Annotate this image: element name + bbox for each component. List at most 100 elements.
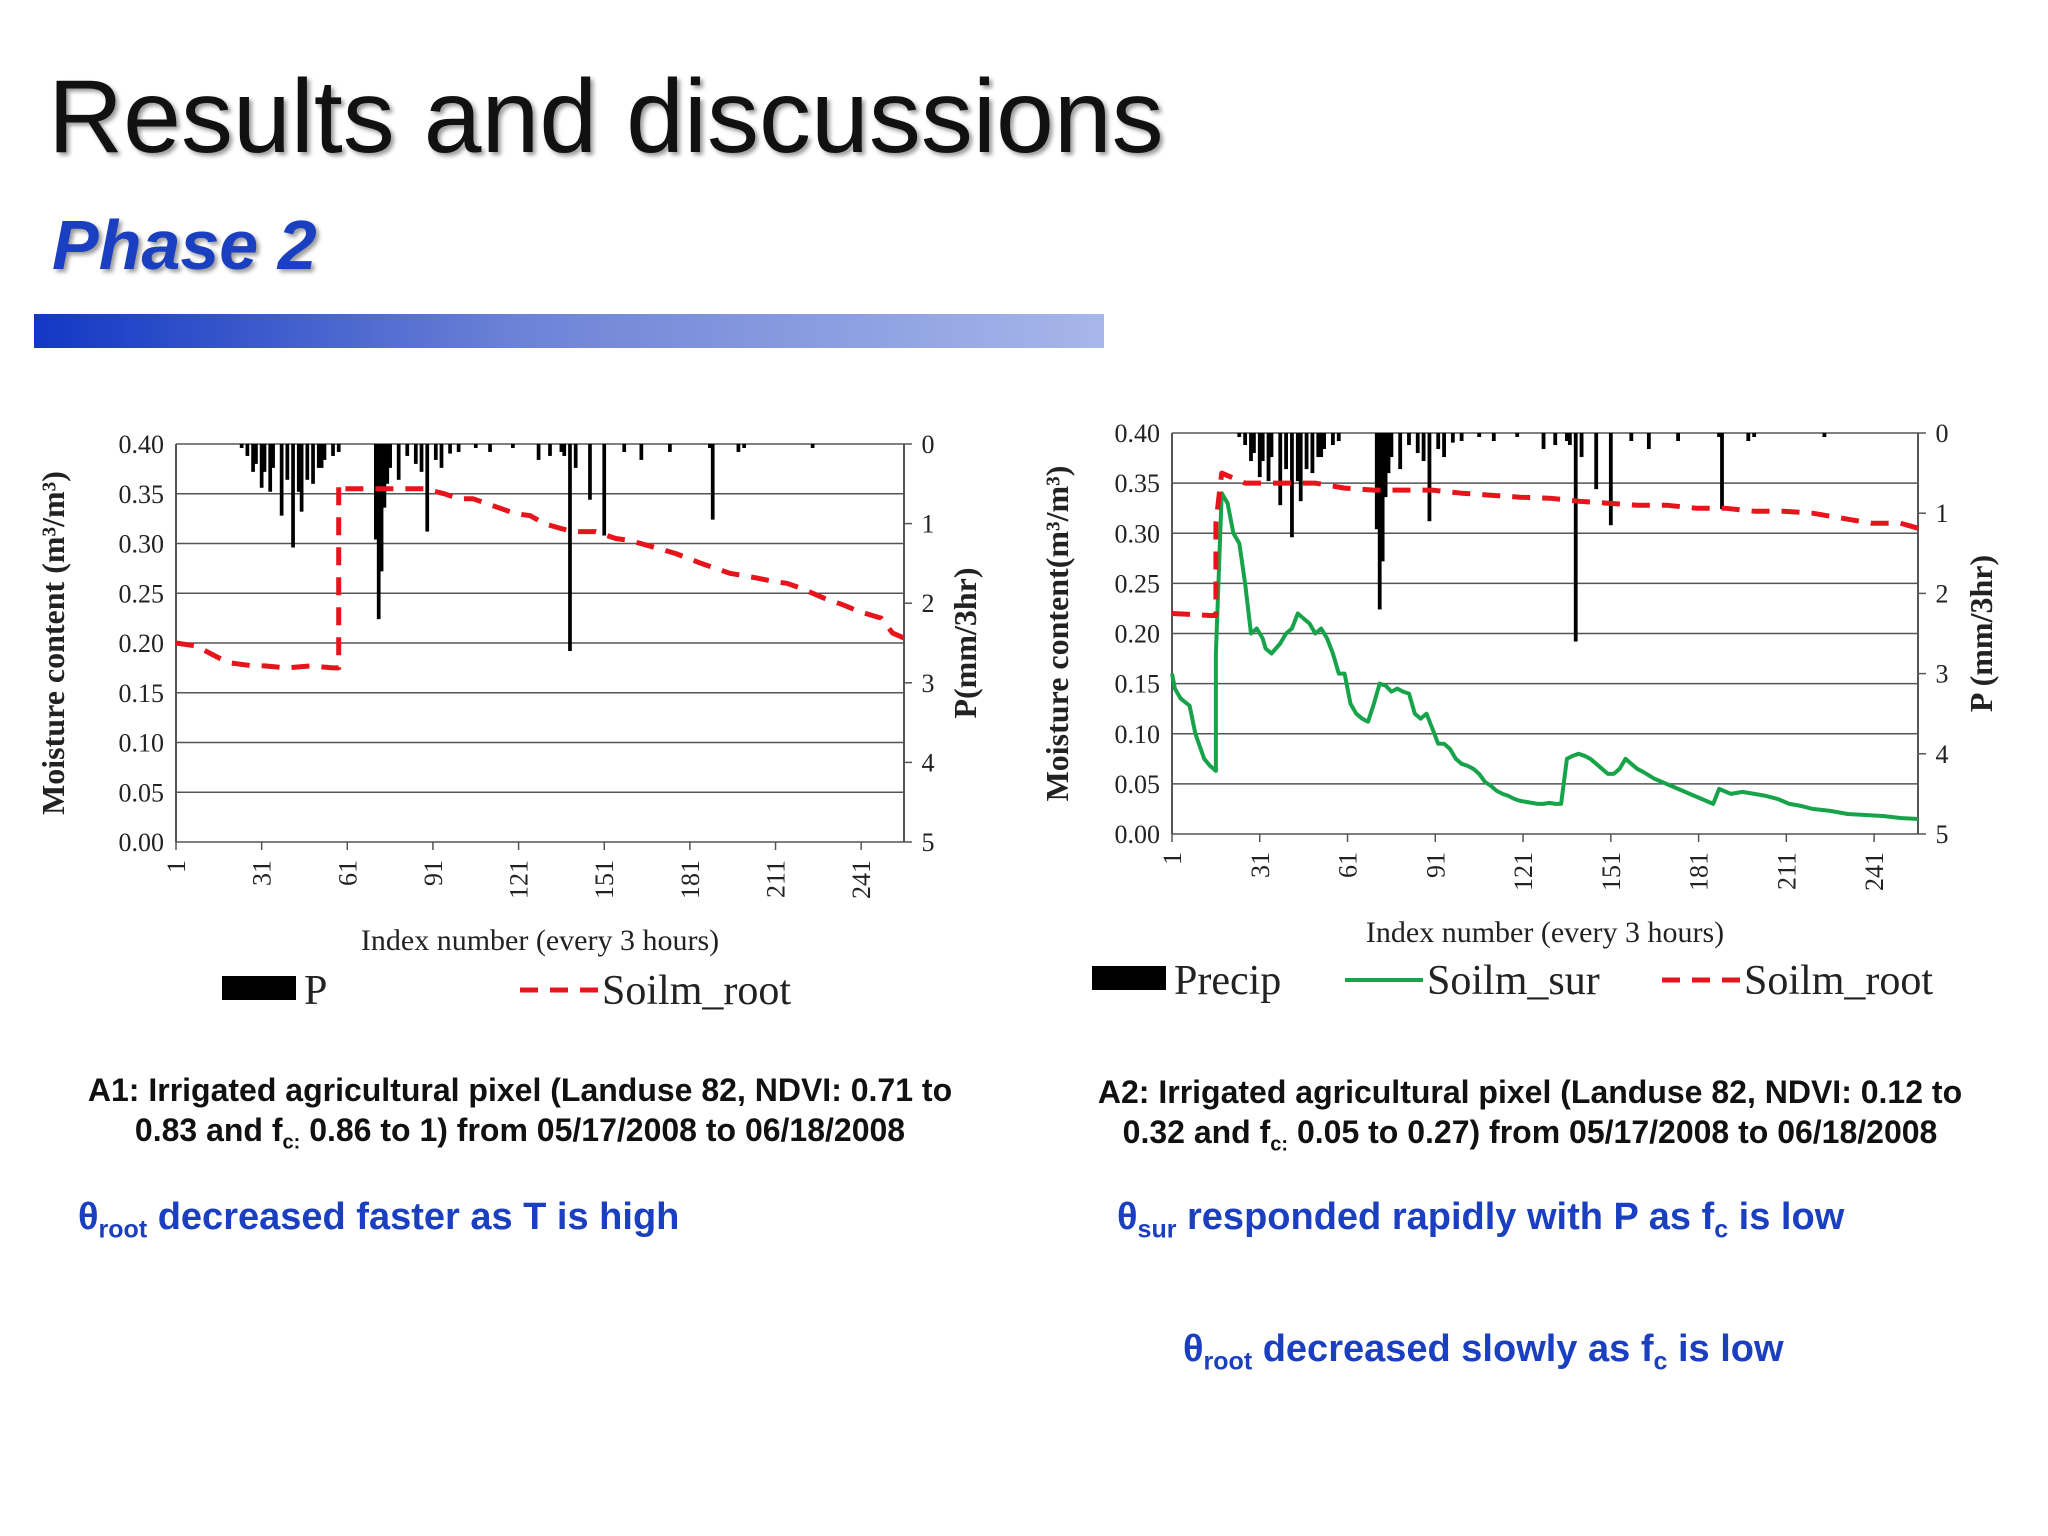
precip-bar [810, 444, 815, 448]
precip-bar [336, 444, 341, 452]
y-tick-label: 0.35 [1115, 469, 1161, 498]
precip-bar [548, 444, 552, 456]
x-tick-label: 61 [1334, 852, 1363, 878]
legend-label: P [304, 968, 327, 1014]
y-tick-label: 0.35 [119, 480, 165, 509]
precip-bar [251, 444, 255, 472]
precip-bar [1450, 433, 1455, 443]
precip-bar [1629, 433, 1634, 442]
precip-bar [388, 444, 392, 468]
caption-a1-line2: 0.83 and fc: 0.86 to 1) from 05/17/2008 … [40, 1110, 1000, 1162]
precip-bar [1427, 433, 1432, 522]
caption-a2-line2-post: 0.05 to 0.27) from 05/17/2008 to 06/18/2… [1288, 1114, 1938, 1150]
x-tick-label: 1 [162, 860, 191, 873]
precip-bar [473, 444, 478, 448]
precip-bar [1374, 433, 1379, 530]
precip-bar [311, 444, 315, 484]
note-text: decreased slowly as f [1252, 1328, 1654, 1370]
caption-a1-line1: A1: Irrigated agricultural pixel (Landus… [87, 1072, 953, 1108]
note-sub2: c [1653, 1347, 1668, 1376]
caption-a1-line2-post: 0.86 to 1) from 05/17/2008 to 06/18/2008 [300, 1112, 906, 1148]
precip-bar [1436, 433, 1441, 450]
precip-bar [1676, 433, 1681, 442]
precip-bar [1336, 433, 1341, 442]
y-tick-label: 0.40 [119, 430, 165, 459]
soilm-root-line [175, 481, 905, 671]
note-root-slowly: θroot decreased slowly as fc is low [1183, 1328, 1784, 1377]
precip-bar [1310, 433, 1315, 474]
x-tick-label: 121 [1509, 852, 1538, 891]
precip-bar [1284, 433, 1288, 470]
y2-tick-label: 0 [922, 430, 935, 459]
precip-bar [1415, 433, 1420, 454]
x-axis-title: Index number (every 3 hours) [1366, 916, 1724, 949]
precip-bar [1380, 433, 1385, 562]
legend-label: Soilm_sur [1427, 958, 1600, 1004]
precip-bar [239, 444, 244, 448]
x-tick-label: 31 [248, 860, 277, 886]
caption-a1: A1: Irrigated agricultural pixel (Landus… [40, 1070, 1000, 1162]
precip-bar [1237, 433, 1242, 438]
y2-tick-label: 3 [922, 669, 935, 698]
x-tick-label: 91 [1421, 852, 1450, 878]
precip-bar [262, 444, 267, 472]
precip-bar [1541, 433, 1546, 450]
precip-bar [285, 444, 290, 480]
caption-a2: A2: Irrigated agricultural pixel (Landus… [1050, 1072, 2010, 1164]
precip-bar [1565, 433, 1569, 442]
theta-symbol: θ [78, 1196, 99, 1238]
x-tick-label: 241 [1860, 852, 1889, 891]
precip-bar [254, 444, 258, 464]
caption-a2-line1: A2: Irrigated agricultural pixel (Landus… [1097, 1074, 1963, 1110]
precip-bar [1257, 433, 1262, 478]
y-tick-label: 0.20 [119, 629, 165, 658]
precip-bar [1331, 433, 1335, 446]
precip-bar [1278, 433, 1283, 506]
precip-bar [456, 444, 461, 452]
precip-bar [1322, 433, 1327, 450]
precip-bar [1316, 433, 1321, 458]
precip-bar [573, 444, 578, 468]
precip-bar [1249, 433, 1253, 462]
precip-bar [1269, 433, 1274, 458]
precip-bar [316, 444, 321, 468]
precip-bar [562, 444, 567, 456]
x-tick-label: 61 [333, 860, 362, 886]
y-tick-label: 0.00 [119, 828, 165, 857]
y-tick-label: 0.10 [1115, 720, 1161, 749]
theta-symbol: θ [1183, 1328, 1204, 1370]
precip-bar [736, 444, 741, 452]
precip-bar [1377, 433, 1382, 610]
precip-bar [1553, 433, 1558, 446]
legend-swatch-precip [222, 976, 296, 1000]
precip-bar [1752, 433, 1757, 438]
precip-bar [1243, 433, 1248, 446]
y-tick-label: 0.15 [1115, 670, 1161, 699]
legend-label: Soilm_root [1744, 958, 1933, 1004]
note-sub: root [1203, 1347, 1253, 1376]
precip-bar [373, 444, 378, 540]
caption-a2-line2: 0.32 and fc: 0.05 to 0.27) from 05/17/20… [1050, 1112, 2010, 1164]
precip-bar [622, 444, 627, 452]
y-axis-title: Moisture content(m³/m³) [1039, 466, 1075, 802]
precip-bar [1459, 433, 1464, 442]
x-tick-label: 211 [762, 860, 791, 898]
legend-swatch-precip [1092, 966, 1166, 990]
y-tick-label: 0.00 [1115, 820, 1161, 849]
y2-tick-label: 3 [1936, 660, 1949, 689]
y2-axis-title: P (mm/3hr) [1963, 555, 1999, 712]
y-tick-label: 0.25 [1115, 569, 1161, 598]
legend-label: Soilm_root [602, 968, 791, 1014]
precip-bar [1720, 433, 1724, 510]
y-tick-label: 0.10 [119, 729, 165, 758]
note-sub: sur [1137, 1215, 1177, 1244]
precip-bar [268, 444, 273, 492]
precip-bar [396, 444, 401, 480]
precip-bar [1319, 433, 1324, 458]
precip-bar [448, 444, 452, 454]
precip-bar [710, 444, 715, 520]
y2-tick-label: 1 [922, 510, 935, 539]
note-sub: root [98, 1215, 148, 1244]
x-tick-label: 151 [590, 860, 619, 899]
precip-bar [1266, 433, 1271, 482]
